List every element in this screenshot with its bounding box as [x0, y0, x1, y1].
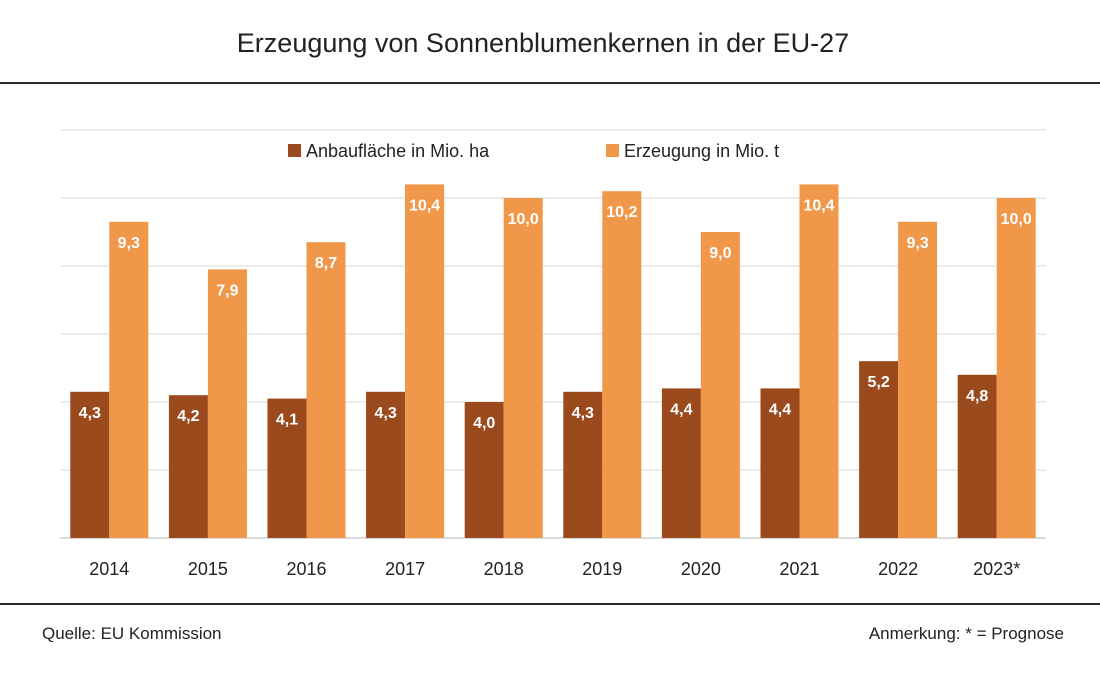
bar-erzeugung: [898, 221, 938, 539]
legend-swatch: [288, 144, 301, 157]
x-tick-label: 2014: [89, 559, 129, 579]
legend-label: Anbaufläche in Mio. ha: [306, 141, 490, 161]
bar-anbauflaeche: [464, 402, 504, 538]
data-label: 4,2: [177, 408, 199, 425]
x-tick-label: 2021: [779, 559, 819, 579]
chart-title: Erzeugung von Sonnenblumenkernen in der …: [236, 28, 850, 58]
bar-erzeugung: [799, 184, 839, 538]
data-label: 10,0: [508, 211, 539, 228]
bar-erzeugung: [503, 198, 543, 538]
bar-anbauflaeche: [957, 374, 997, 538]
data-label: 7,9: [216, 282, 238, 299]
legend-swatch: [606, 144, 619, 157]
data-label: 10,4: [803, 197, 834, 214]
bar-anbauflaeche: [267, 398, 307, 538]
data-label: 4,8: [966, 388, 988, 405]
data-label: 4,4: [769, 401, 791, 418]
data-label: 10,2: [606, 204, 637, 221]
bar-erzeugung: [700, 232, 740, 538]
data-label: 4,3: [572, 405, 594, 422]
source-note: Quelle: EU Kommission: [42, 624, 222, 643]
x-tick-label: 2023*: [973, 559, 1020, 579]
x-tick-label: 2016: [286, 559, 326, 579]
bar-erzeugung: [996, 198, 1036, 538]
legend-label: Erzeugung in Mio. t: [624, 141, 779, 161]
bar-anbauflaeche: [859, 361, 899, 538]
bar-erzeugung: [306, 242, 346, 538]
data-label: 8,7: [315, 255, 337, 272]
data-label: 9,3: [906, 235, 928, 252]
x-tick-label: 2018: [484, 559, 524, 579]
x-tick-label: 2020: [681, 559, 721, 579]
bottom-divider: [0, 603, 1100, 605]
data-label: 9,0: [709, 245, 731, 262]
data-label: 4,3: [79, 405, 101, 422]
bar-anbauflaeche: [563, 391, 603, 538]
data-label: 4,1: [276, 412, 298, 429]
data-label: 4,4: [670, 401, 692, 418]
data-label: 9,3: [118, 235, 140, 252]
x-tick-label: 2017: [385, 559, 425, 579]
top-divider: [0, 82, 1100, 84]
x-tick-label: 2022: [878, 559, 918, 579]
data-label: 10,4: [409, 197, 440, 214]
forecast-note: Anmerkung: * = Prognose: [868, 624, 1064, 643]
bar-chart: 4,3 9,3 2014 4,2 7,9 2015 4,1 8,7 2016 4,3 10,4 201…: [60, 129, 1046, 579]
bar-anbauflaeche: [760, 388, 800, 538]
data-label: 10,0: [1001, 211, 1032, 228]
data-label: 5,2: [867, 374, 889, 391]
bar-anbauflaeche: [70, 391, 110, 538]
bar-anbauflaeche: [168, 395, 208, 538]
x-tick-label: 2019: [582, 559, 622, 579]
bar-erzeugung: [602, 191, 642, 538]
bar-anbauflaeche: [366, 391, 406, 538]
x-tick-label: 2015: [188, 559, 228, 579]
data-label: 4,3: [374, 405, 396, 422]
bar-erzeugung: [109, 221, 149, 539]
bar-erzeugung: [405, 184, 445, 538]
bar-erzeugung: [207, 269, 247, 538]
bar-anbauflaeche: [661, 388, 701, 538]
data-label: 4,0: [473, 415, 495, 432]
